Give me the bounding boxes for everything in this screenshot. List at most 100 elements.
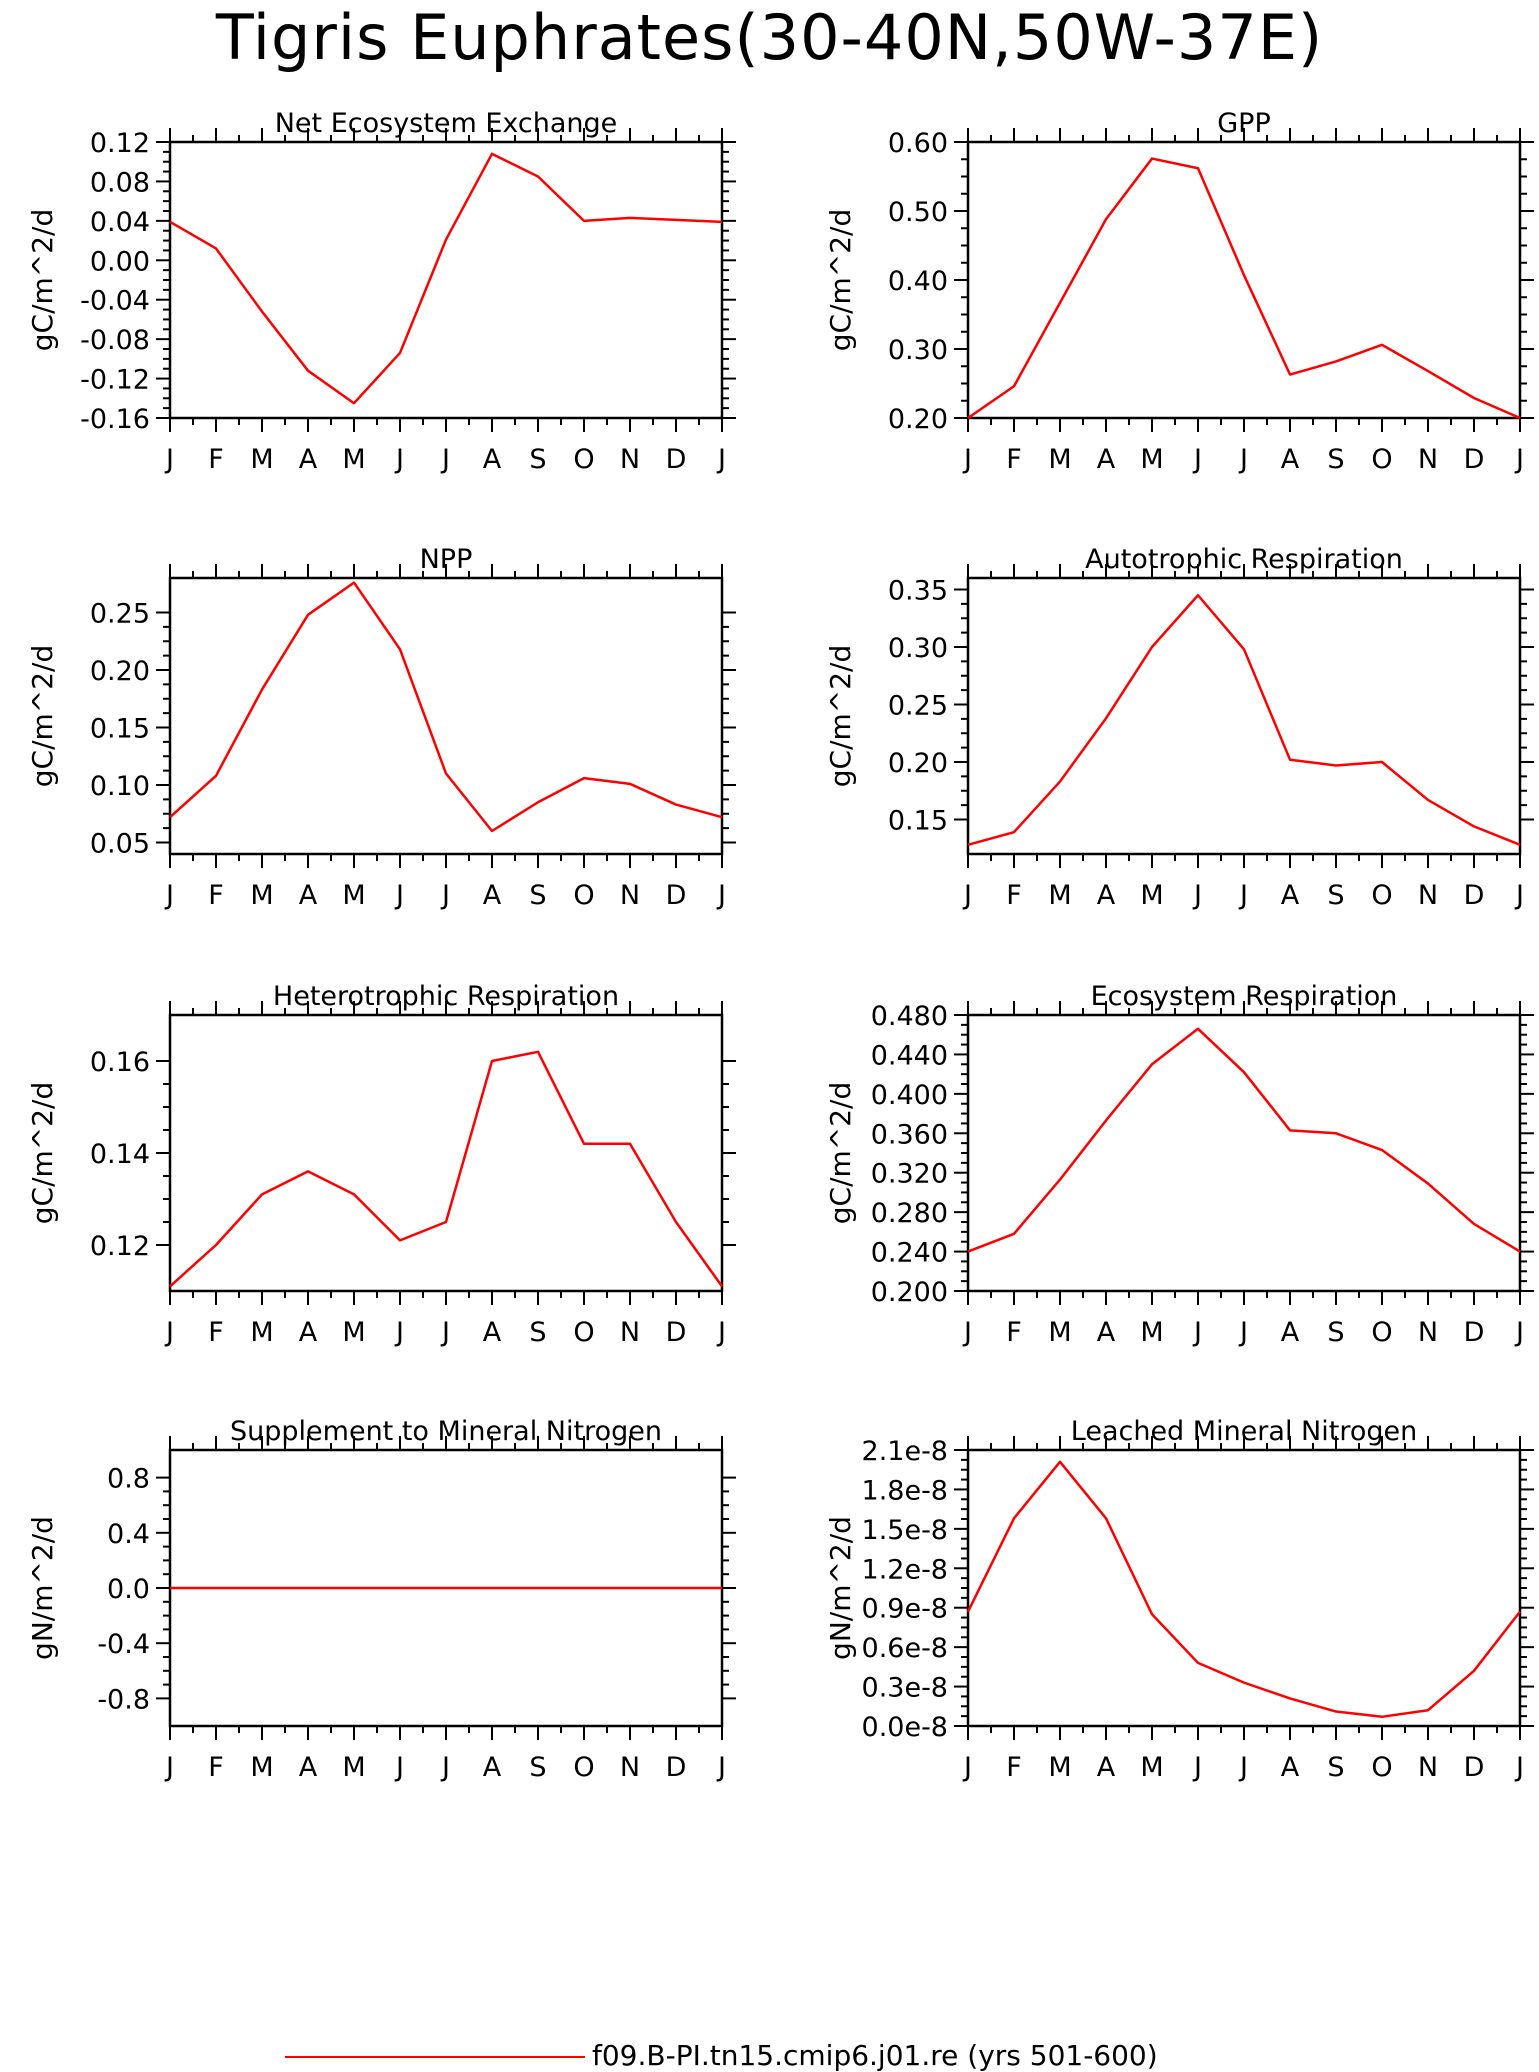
- x-tick-label: D: [666, 1317, 687, 1348]
- x-tick-label: F: [208, 1752, 224, 1783]
- x-tick-label: O: [1371, 444, 1392, 475]
- x-tick-label: F: [1006, 444, 1022, 475]
- y-tick-label: 0.240: [871, 1238, 948, 1269]
- y-axis-label: gC/m^2/d: [26, 1082, 59, 1225]
- x-tick-label: M: [250, 1317, 273, 1348]
- y-tick-label: 0.12: [90, 1231, 150, 1262]
- x-tick-label: O: [573, 1752, 594, 1783]
- x-tick-label: D: [666, 444, 687, 475]
- x-tick-label: F: [208, 444, 224, 475]
- x-tick-label: N: [620, 444, 640, 475]
- x-tick-label: J: [962, 1317, 972, 1348]
- y-axis-label: gC/m^2/d: [26, 645, 59, 788]
- x-tick-label: M: [250, 444, 273, 475]
- plot-frame: [170, 142, 722, 418]
- x-tick-label: M: [342, 444, 365, 475]
- x-tick-label: J: [394, 444, 404, 475]
- x-tick-label: A: [483, 880, 502, 911]
- y-tick-label: 0.08: [90, 167, 150, 198]
- plot-frame: [968, 1015, 1520, 1291]
- x-tick-label: J: [164, 1752, 174, 1783]
- y-tick-label: 0.40: [888, 266, 948, 297]
- x-tick-label: M: [1140, 880, 1163, 911]
- y-tick-label: 0.04: [90, 207, 150, 238]
- x-tick-label: A: [483, 444, 502, 475]
- x-tick-label: A: [299, 1317, 318, 1348]
- y-tick-label: 1.5e-8: [862, 1515, 948, 1546]
- y-tick-label: 0.25: [888, 691, 948, 722]
- y-tick-label: -0.08: [80, 325, 150, 356]
- x-tick-label: J: [1238, 1752, 1248, 1783]
- x-tick-label: O: [1371, 880, 1392, 911]
- y-tick-label: 0.12: [90, 128, 150, 159]
- x-tick-label: A: [1097, 1752, 1116, 1783]
- y-tick-label: 0.35: [888, 576, 948, 607]
- y-tick-label: 1.8e-8: [862, 1475, 948, 1506]
- y-tick-label: -0.04: [80, 286, 150, 317]
- x-tick-label: J: [440, 880, 450, 911]
- x-tick-label: A: [1281, 1752, 1300, 1783]
- x-tick-label: J: [716, 1752, 726, 1783]
- y-tick-label: 0.9e-8: [862, 1594, 948, 1625]
- x-tick-label: D: [1464, 1752, 1485, 1783]
- x-tick-label: J: [1514, 880, 1524, 911]
- x-tick-label: F: [1006, 1317, 1022, 1348]
- y-tick-label: 1.2e-8: [862, 1554, 948, 1585]
- y-tick-label: -0.4: [97, 1629, 150, 1660]
- y-axis-label: gC/m^2/d: [824, 1082, 857, 1225]
- y-tick-label: -0.8: [97, 1684, 150, 1715]
- plot-frame: [968, 578, 1520, 854]
- y-tick-label: 0.30: [888, 633, 948, 664]
- y-axis-label: gN/m^2/d: [824, 1516, 857, 1660]
- y-tick-label: 0.05: [90, 829, 150, 860]
- x-tick-label: J: [440, 444, 450, 475]
- x-tick-label: N: [620, 1317, 640, 1348]
- x-tick-label: J: [962, 880, 972, 911]
- y-axis-label: gC/m^2/d: [824, 209, 857, 352]
- x-tick-label: J: [716, 1317, 726, 1348]
- x-tick-label: S: [529, 1317, 546, 1348]
- x-tick-label: J: [1192, 444, 1202, 475]
- x-tick-label: A: [299, 880, 318, 911]
- x-tick-label: J: [164, 444, 174, 475]
- x-tick-label: D: [1464, 444, 1485, 475]
- y-tick-label: 0.10: [90, 771, 150, 802]
- y-tick-label: 0.25: [90, 599, 150, 630]
- y-tick-label: 0.200: [871, 1277, 948, 1308]
- y-tick-label: 0.6e-8: [862, 1633, 948, 1664]
- x-tick-label: F: [208, 1317, 224, 1348]
- y-tick-label: 0.50: [888, 197, 948, 228]
- x-tick-label: A: [1281, 1317, 1300, 1348]
- x-tick-label: J: [1192, 1317, 1202, 1348]
- x-tick-label: O: [1371, 1752, 1392, 1783]
- x-tick-label: A: [1097, 1317, 1116, 1348]
- y-tick-label: -0.12: [80, 365, 150, 396]
- y-axis-label: gC/m^2/d: [824, 645, 857, 788]
- x-tick-label: J: [962, 444, 972, 475]
- x-tick-label: A: [1281, 444, 1300, 475]
- y-tick-label: 0.4: [107, 1519, 150, 1550]
- x-tick-label: F: [1006, 1752, 1022, 1783]
- x-tick-label: J: [1192, 880, 1202, 911]
- x-tick-label: S: [529, 880, 546, 911]
- x-tick-label: N: [1418, 1317, 1438, 1348]
- series-line: [968, 595, 1520, 845]
- x-tick-label: J: [164, 880, 174, 911]
- legend-label: f09.B-PI.tn15.cmip6.j01.re (yrs 501-600): [592, 2042, 1158, 2070]
- x-tick-label: D: [666, 880, 687, 911]
- series-line: [170, 583, 722, 831]
- x-tick-label: A: [299, 444, 318, 475]
- x-tick-label: A: [299, 1752, 318, 1783]
- series-line: [968, 1029, 1520, 1252]
- x-tick-label: D: [1464, 880, 1485, 911]
- x-tick-label: J: [716, 880, 726, 911]
- x-tick-label: M: [1140, 444, 1163, 475]
- x-tick-label: J: [1238, 1317, 1248, 1348]
- y-axis-label: gC/m^2/d: [26, 209, 59, 352]
- x-tick-label: O: [1371, 1317, 1392, 1348]
